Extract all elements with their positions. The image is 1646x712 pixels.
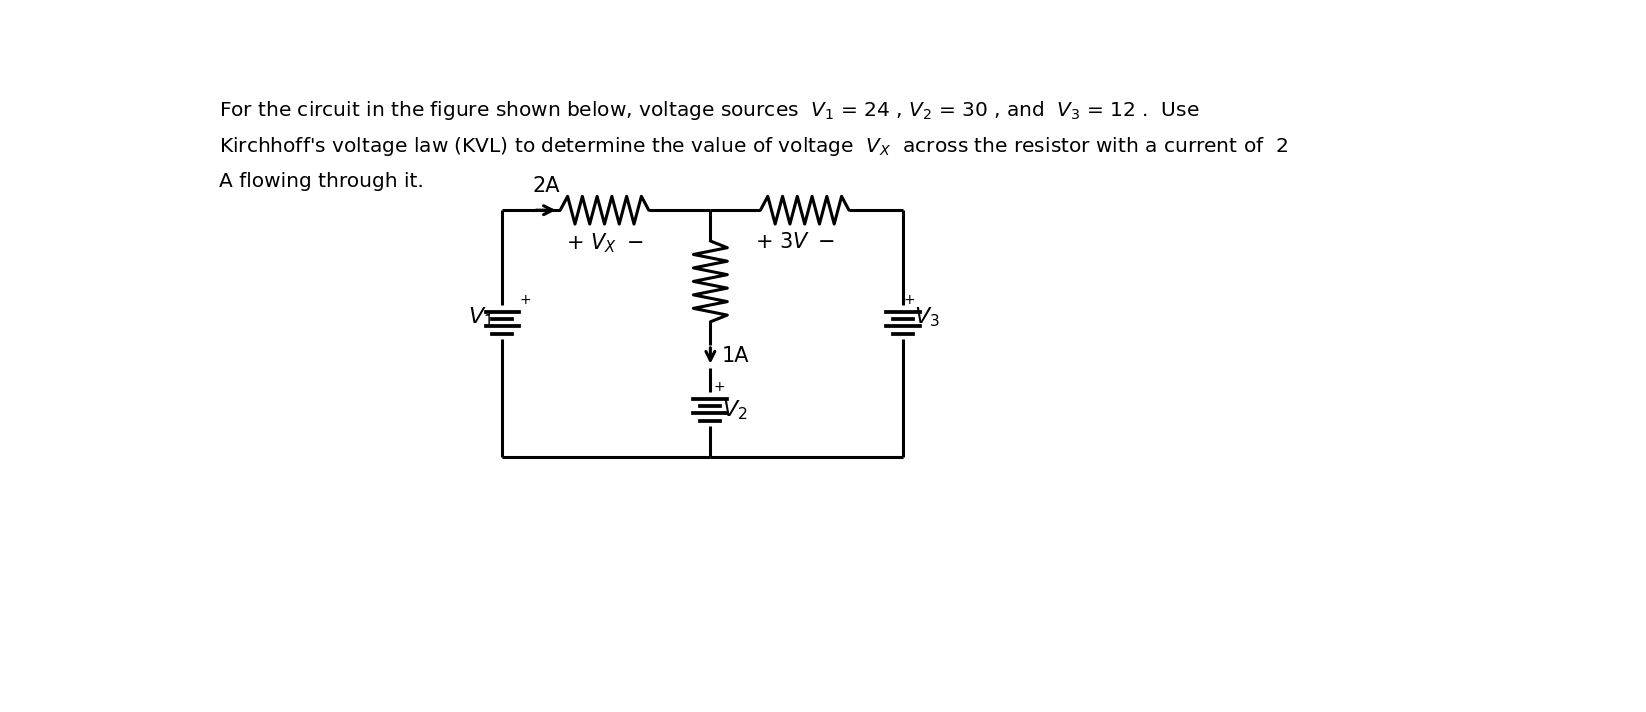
Text: $+\ 3V\ -$: $+\ 3V\ -$ [756, 231, 835, 252]
Text: $+\ V_X\ -$: $+\ V_X\ -$ [566, 231, 644, 256]
Text: A flowing through it.: A flowing through it. [219, 172, 425, 192]
Text: $V_3$: $V_3$ [915, 305, 940, 329]
Text: Kirchhoff's voltage law (KVL) to determine the value of voltage  $V_X$  across t: Kirchhoff's voltage law (KVL) to determi… [219, 135, 1289, 159]
Text: 2A: 2A [533, 177, 561, 197]
Text: $V_2$: $V_2$ [723, 399, 747, 422]
Text: 1A: 1A [723, 347, 749, 367]
Text: +: + [520, 293, 532, 308]
Text: +: + [904, 293, 915, 308]
Text: $V_1$: $V_1$ [467, 305, 494, 329]
Text: +: + [714, 380, 726, 394]
Text: For the circuit in the figure shown below, voltage sources  $V_1$ = 24 , $V_2$ =: For the circuit in the figure shown belo… [219, 98, 1200, 122]
